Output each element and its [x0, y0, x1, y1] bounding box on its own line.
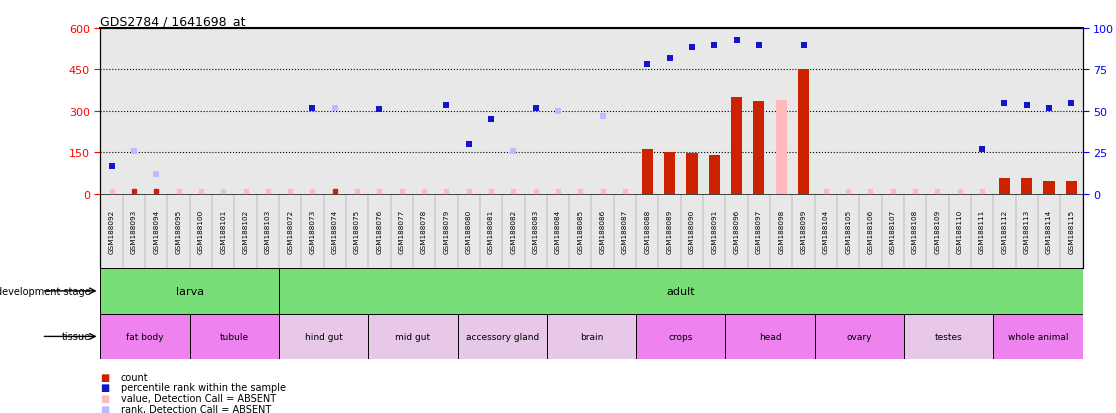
Text: GSM188108: GSM188108 [912, 209, 918, 253]
Text: fat body: fat body [126, 332, 164, 341]
Bar [798, 70, 809, 194]
Bar [709, 156, 720, 194]
Text: GSM188103: GSM188103 [264, 209, 271, 253]
Text: GSM188093: GSM188093 [131, 209, 137, 253]
Text: GSM188083: GSM188083 [532, 209, 539, 253]
Bar [1043, 182, 1055, 194]
Text: testes: testes [935, 332, 962, 341]
Bar [776, 100, 787, 194]
Bar [725, 314, 815, 359]
Bar [664, 152, 675, 194]
Text: GSM188072: GSM188072 [287, 209, 294, 253]
Text: GSM188086: GSM188086 [599, 209, 606, 253]
Text: GSM188094: GSM188094 [153, 209, 160, 253]
Text: ■: ■ [100, 393, 109, 403]
Text: GSM188115: GSM188115 [1068, 209, 1075, 253]
Bar [458, 314, 547, 359]
Text: GSM188075: GSM188075 [354, 209, 360, 253]
Bar [190, 314, 279, 359]
Text: GSM188109: GSM188109 [934, 209, 941, 253]
Text: GSM188088: GSM188088 [644, 209, 651, 253]
Text: GSM188091: GSM188091 [711, 209, 718, 253]
Text: GSM188102: GSM188102 [242, 209, 249, 253]
Bar [100, 268, 279, 314]
Text: count: count [121, 372, 148, 382]
Text: GSM188081: GSM188081 [488, 209, 494, 253]
Text: GSM188099: GSM188099 [800, 209, 807, 253]
Text: GSM188082: GSM188082 [510, 209, 517, 253]
Text: GSM188087: GSM188087 [622, 209, 628, 253]
Bar [547, 314, 636, 359]
Bar [642, 150, 653, 194]
Text: GSM188111: GSM188111 [979, 209, 985, 253]
Text: GDS2784 / 1641698_at: GDS2784 / 1641698_at [100, 15, 246, 28]
Text: ■: ■ [100, 404, 109, 413]
Bar [686, 154, 698, 194]
Text: whole animal: whole animal [1008, 332, 1068, 341]
Text: ovary: ovary [847, 332, 872, 341]
Text: value, Detection Call = ABSENT: value, Detection Call = ABSENT [121, 393, 276, 403]
Text: head: head [759, 332, 781, 341]
Text: GSM188079: GSM188079 [443, 209, 450, 253]
Text: GSM188073: GSM188073 [309, 209, 316, 253]
Text: GSM188098: GSM188098 [778, 209, 785, 253]
Text: GSM188084: GSM188084 [555, 209, 561, 253]
Text: development stage: development stage [0, 286, 90, 296]
Text: GSM188077: GSM188077 [398, 209, 405, 253]
Text: GSM188097: GSM188097 [756, 209, 762, 253]
Text: GSM188104: GSM188104 [822, 209, 829, 253]
Text: GSM188076: GSM188076 [376, 209, 383, 253]
Bar [1066, 182, 1077, 194]
Text: GSM188110: GSM188110 [956, 209, 963, 253]
Bar [904, 314, 993, 359]
Text: GSM188100: GSM188100 [198, 209, 204, 253]
Text: GSM188089: GSM188089 [666, 209, 673, 253]
Text: ■: ■ [100, 382, 109, 392]
Text: GSM188113: GSM188113 [1023, 209, 1030, 253]
Text: GSM188106: GSM188106 [867, 209, 874, 253]
Text: tissue: tissue [61, 332, 90, 342]
Bar [993, 314, 1083, 359]
Bar [999, 179, 1010, 194]
Bar [636, 314, 725, 359]
Bar [1021, 179, 1032, 194]
Text: ■: ■ [100, 372, 109, 382]
Text: GSM188101: GSM188101 [220, 209, 227, 253]
Text: GSM188078: GSM188078 [421, 209, 427, 253]
Text: crops: crops [668, 332, 693, 341]
Text: brain: brain [580, 332, 603, 341]
Text: GSM188090: GSM188090 [689, 209, 695, 253]
Text: larva: larva [175, 286, 204, 296]
Text: GSM188112: GSM188112 [1001, 209, 1008, 253]
Text: GSM188085: GSM188085 [577, 209, 584, 253]
Text: GSM188105: GSM188105 [845, 209, 852, 253]
Text: GSM188096: GSM188096 [733, 209, 740, 253]
Text: mid gut: mid gut [395, 332, 431, 341]
Text: GSM188080: GSM188080 [465, 209, 472, 253]
Text: GSM188074: GSM188074 [331, 209, 338, 253]
Text: adult: adult [666, 286, 695, 296]
Text: GSM188107: GSM188107 [889, 209, 896, 253]
Bar [279, 314, 368, 359]
Text: rank, Detection Call = ABSENT: rank, Detection Call = ABSENT [121, 404, 271, 413]
Text: GSM188092: GSM188092 [108, 209, 115, 253]
Bar [753, 102, 764, 194]
Bar [100, 314, 190, 359]
Text: percentile rank within the sample: percentile rank within the sample [121, 382, 286, 392]
Bar [279, 268, 1083, 314]
Text: tubule: tubule [220, 332, 249, 341]
Text: hind gut: hind gut [305, 332, 343, 341]
Text: accessory gland: accessory gland [465, 332, 539, 341]
Bar [368, 314, 458, 359]
Bar [731, 98, 742, 194]
Bar [815, 314, 904, 359]
Text: GSM188095: GSM188095 [175, 209, 182, 253]
Text: GSM188114: GSM188114 [1046, 209, 1052, 253]
